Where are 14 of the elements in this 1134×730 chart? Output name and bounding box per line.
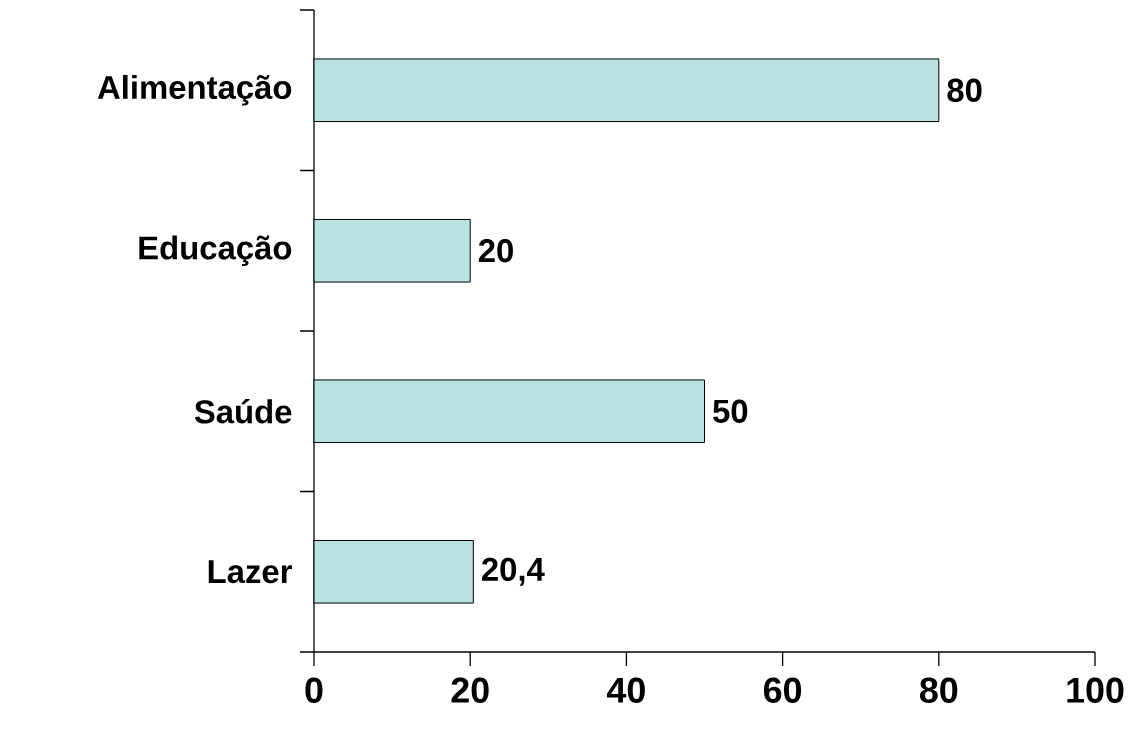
data-label: 20,4 <box>481 557 545 586</box>
x-tick-label: 60 <box>763 677 802 703</box>
x-tick-label: 0 <box>305 677 323 703</box>
y-tick-label: Saúde <box>194 399 292 424</box>
data-label: 50 <box>713 399 748 423</box>
y-tick-label: Educação <box>139 235 292 267</box>
y-tick-label: Alimentação <box>97 74 292 106</box>
x-tick-label: 40 <box>607 677 645 703</box>
y-tick-label: Lazer <box>208 560 292 584</box>
data-label: 80 <box>947 78 982 102</box>
data-label: 20 <box>478 239 513 263</box>
x-tick-label: 100 <box>1067 677 1124 703</box>
x-tick-label: 20 <box>451 677 489 703</box>
x-tick-label: 80 <box>920 677 958 703</box>
